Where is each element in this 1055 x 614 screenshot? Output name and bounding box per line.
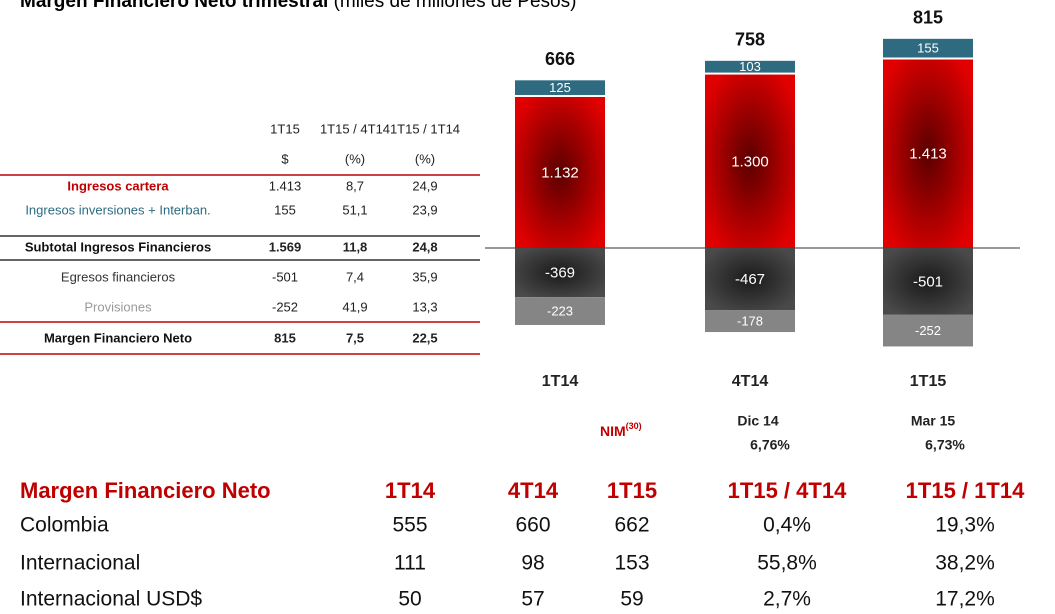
table2-cell: 55,8%	[757, 552, 817, 575]
total-label: 758	[735, 30, 765, 50]
x-tick-label: 1T15	[910, 373, 947, 390]
table-cell: 11,8	[343, 239, 368, 254]
bar-segment	[705, 310, 795, 333]
table2-cell: 38,2%	[935, 552, 995, 575]
table2-cell: 17,2%	[935, 588, 995, 611]
data-label: 125	[549, 80, 571, 95]
table-cell: 22,5	[412, 330, 437, 345]
table-header: 1T15 / 4T14	[320, 121, 390, 136]
table-cell: 51,1	[342, 202, 367, 217]
data-label: -501	[913, 273, 943, 290]
data-label: -252	[915, 323, 941, 338]
bar-segment	[705, 60, 795, 73]
data-label: 103	[739, 59, 761, 74]
table2-row-label: Internacional	[20, 552, 140, 575]
x-tick-label: 4T14	[732, 373, 769, 390]
bar-segment	[705, 74, 795, 248]
row-label: Egresos financieros	[61, 269, 176, 284]
bar-segment	[883, 38, 973, 58]
row-label: Margen Financiero Neto	[44, 330, 192, 345]
row-label: Provisiones	[84, 299, 152, 314]
table2-header: Margen Financiero Neto	[20, 478, 271, 503]
data-label: 1.413	[909, 146, 947, 163]
table2-cell: 98	[521, 552, 544, 575]
bar-segment	[883, 248, 973, 315]
x-tick-label: 1T14	[542, 373, 579, 390]
data-label: -467	[735, 271, 765, 288]
table2-cell: 57	[521, 588, 544, 611]
table-cell: 13,3	[412, 299, 437, 314]
table-cell: 1.413	[269, 178, 302, 193]
table-cell: 24,8	[412, 239, 437, 254]
table-cell: 155	[274, 202, 296, 217]
table2-cell: 111	[394, 552, 426, 575]
nim-value: 6,73%	[925, 437, 965, 453]
table-cell: 8,7	[346, 178, 364, 193]
total-label: 815	[913, 8, 943, 28]
table2-header: 1T15	[607, 478, 657, 503]
table-cell: 815	[274, 330, 296, 345]
bar-segment	[515, 248, 605, 298]
table2-cell: 153	[614, 552, 649, 575]
table-cell: 1.569	[269, 239, 302, 254]
table2-row-label: Internacional USD$	[20, 588, 202, 611]
bar-segment	[515, 80, 605, 95]
table2-header: 1T15 / 1T14	[906, 478, 1025, 503]
nim-text: NIM	[600, 423, 626, 439]
nim-period: Mar 15	[911, 413, 956, 429]
table-cell: 24,9	[412, 178, 437, 193]
bar-segment	[515, 96, 605, 248]
table2-header: 1T15 / 4T14	[728, 478, 847, 503]
table2-cell: 662	[614, 514, 649, 537]
table-header: 1T15 / 1T14	[390, 121, 460, 136]
nim-note: (30)	[626, 421, 642, 431]
data-label: -178	[737, 314, 763, 329]
data-label: 1.300	[731, 153, 769, 170]
table2-header: 4T14	[508, 478, 559, 503]
nim-label: NIM(30)	[600, 421, 642, 438]
data-label: -369	[545, 265, 575, 282]
nim-period: Dic 14	[737, 413, 778, 429]
bar-segment	[883, 314, 973, 347]
slide-title: Margen Financiero Neto trimestral (miles…	[20, 0, 576, 12]
data-label: -223	[547, 304, 573, 319]
table-cell: -252	[272, 299, 298, 314]
table-header: (%)	[345, 151, 365, 166]
table2-cell: 59	[620, 588, 643, 611]
bar-segment	[515, 297, 605, 325]
data-label: 155	[917, 41, 939, 56]
table-cell: 41,9	[342, 299, 367, 314]
table-cell: 35,9	[412, 269, 437, 284]
table2-header: 1T14	[385, 478, 436, 503]
table-cell: 7,4	[346, 269, 364, 284]
table2-cell: 2,7%	[763, 588, 811, 611]
row-label: Subtotal Ingresos Financieros	[25, 239, 211, 254]
table-cell: -501	[272, 269, 298, 284]
table2-cell: 660	[515, 514, 550, 537]
table-cell: 7,5	[346, 330, 364, 345]
table2-row-label: Colombia	[20, 514, 109, 537]
total-label: 666	[545, 49, 575, 69]
table2-cell: 19,3%	[935, 514, 995, 537]
table-cell: 23,9	[412, 202, 437, 217]
table-header: $	[281, 151, 289, 166]
table2-cell: 555	[392, 514, 427, 537]
bar-segment	[883, 59, 973, 248]
row-label: Ingresos cartera	[67, 178, 169, 193]
table-header: (%)	[415, 151, 435, 166]
row-label: Ingresos inversiones + Interban.	[25, 202, 210, 217]
table2-cell: 50	[398, 588, 421, 611]
table2-cell: 0,4%	[763, 514, 811, 537]
table-header: 1T15	[270, 121, 300, 136]
nim-value: 6,76%	[750, 437, 790, 453]
bar-segment	[705, 248, 795, 311]
data-label: 1.132	[541, 164, 579, 181]
